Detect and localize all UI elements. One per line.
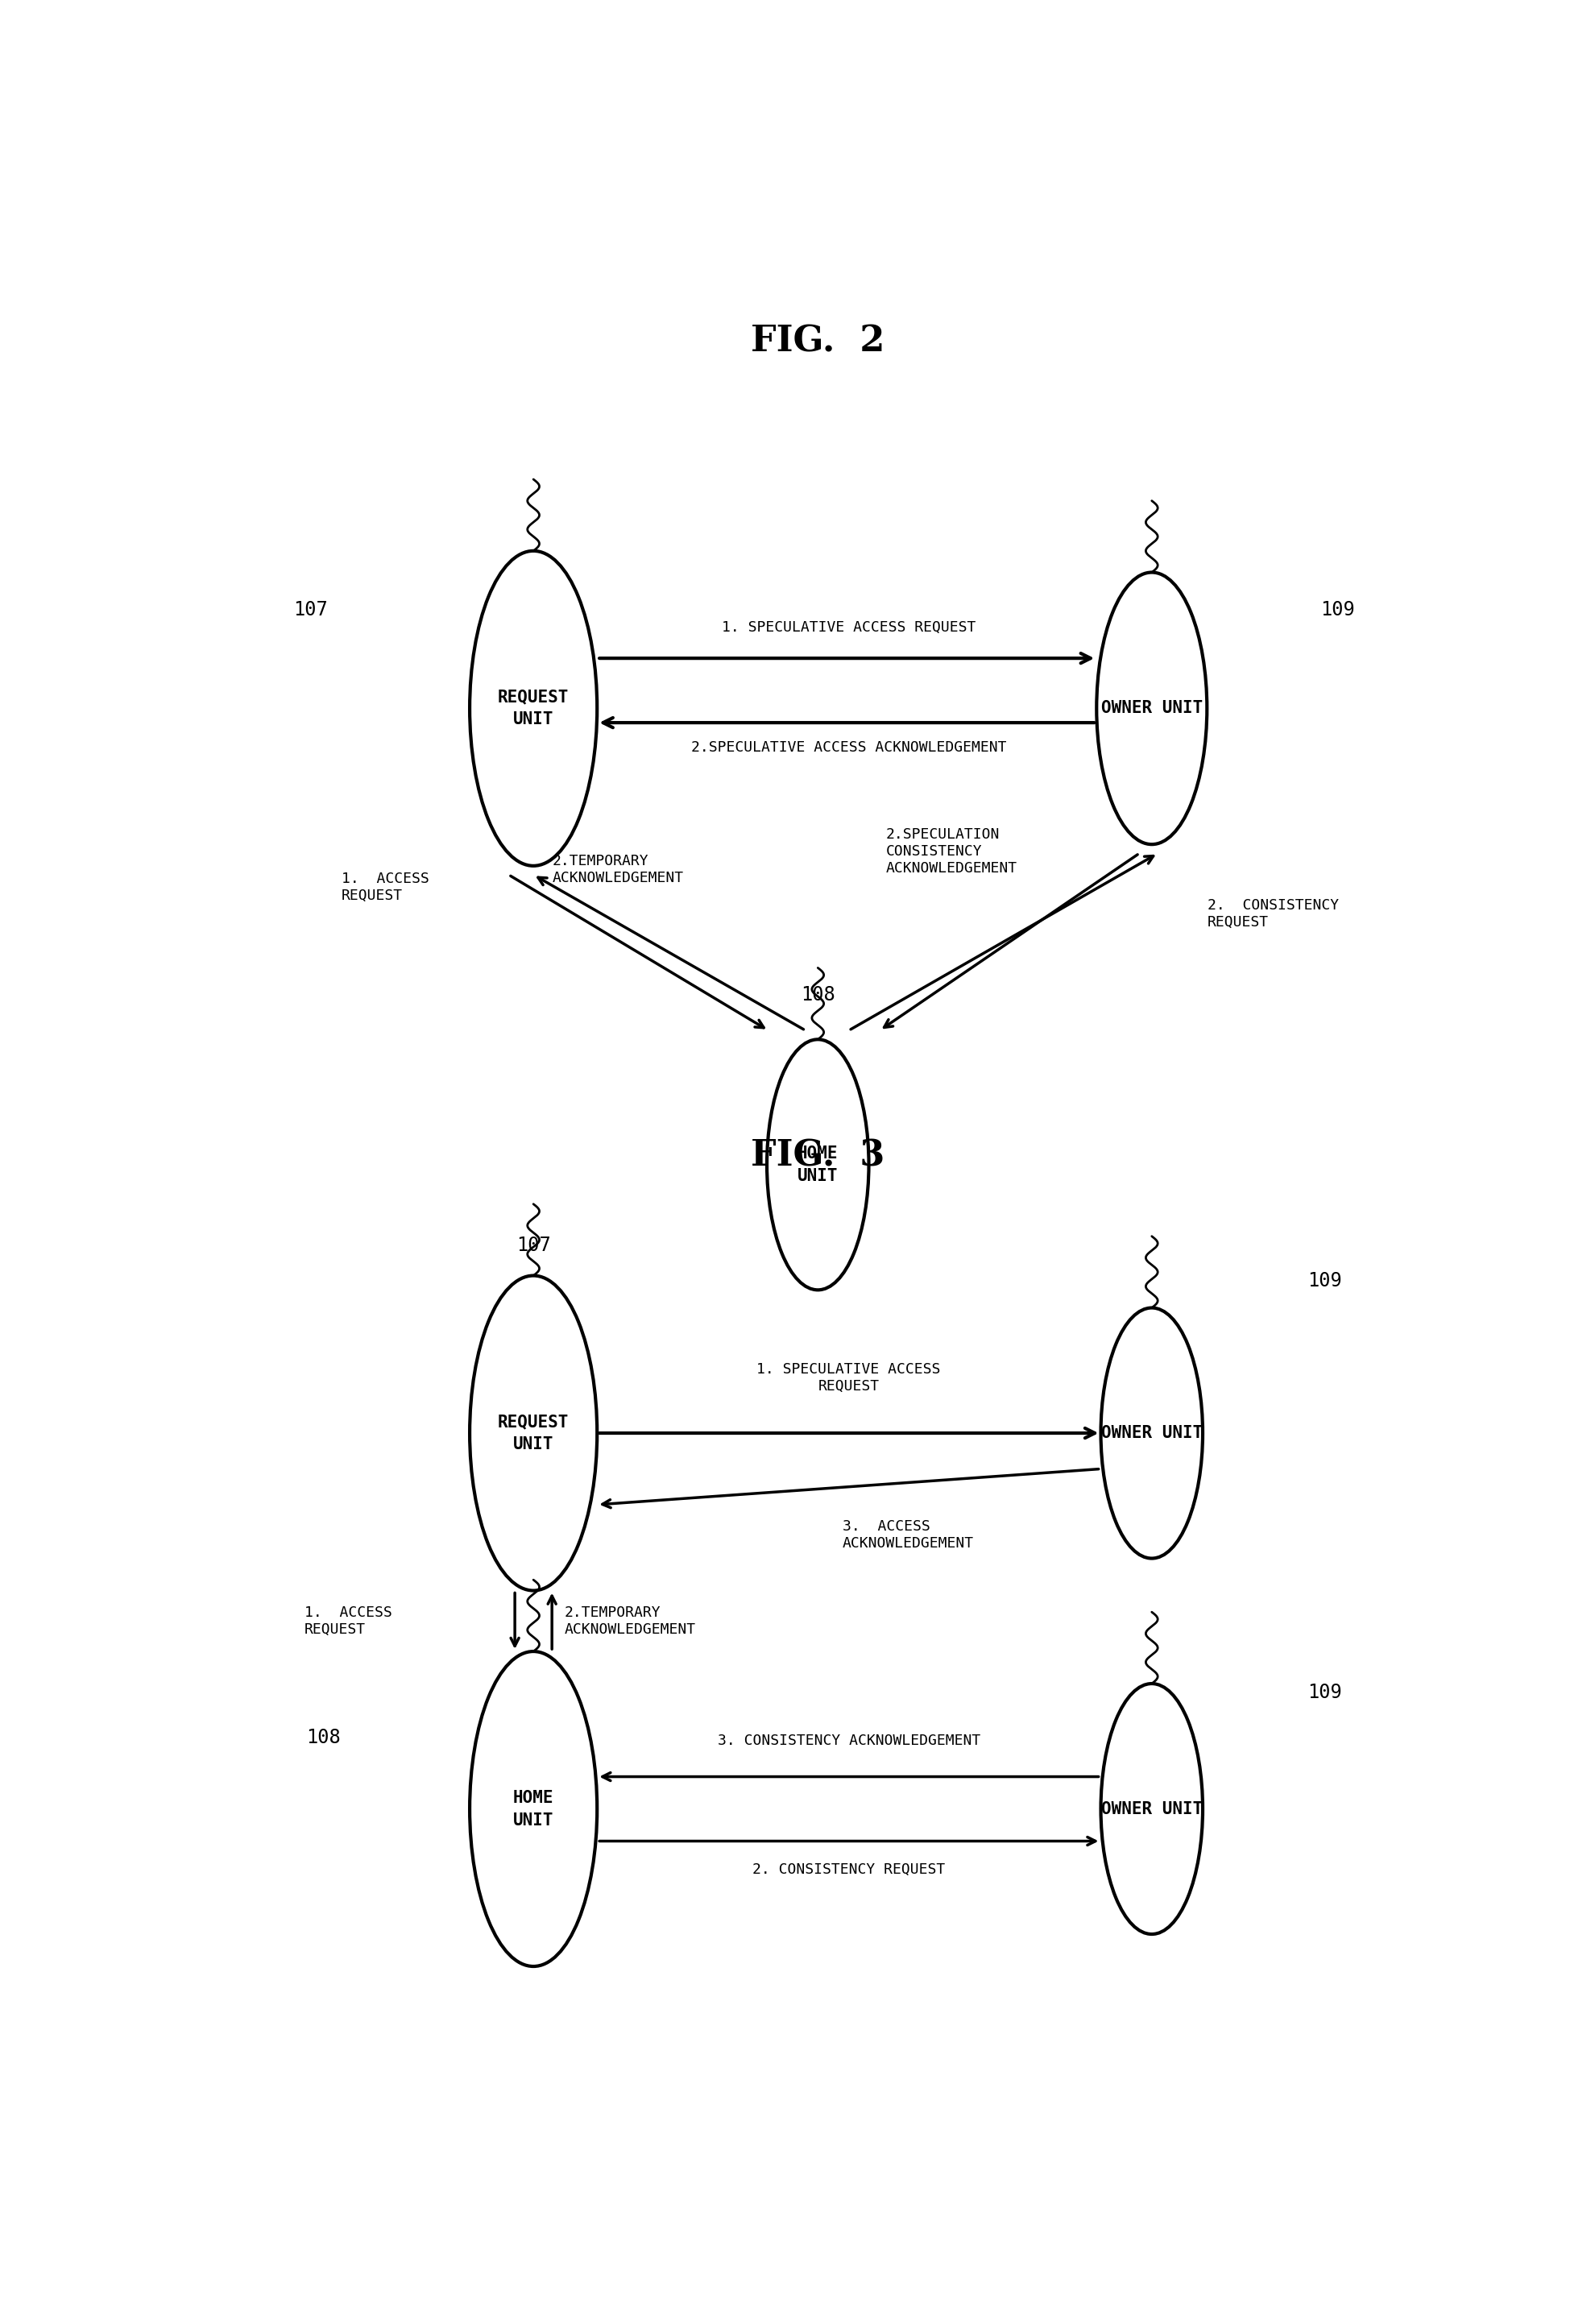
Text: 1.  ACCESS
REQUEST: 1. ACCESS REQUEST bbox=[305, 1606, 392, 1636]
Text: 109: 109 bbox=[1306, 1271, 1341, 1290]
Text: 109: 109 bbox=[1319, 600, 1354, 621]
Text: 108: 108 bbox=[306, 1727, 340, 1748]
Text: OWNER UNIT: OWNER UNIT bbox=[1101, 1425, 1203, 1441]
Text: 107: 107 bbox=[293, 600, 329, 621]
Text: HOME
UNIT: HOME UNIT bbox=[514, 1789, 553, 1829]
Text: REQUEST
UNIT: REQUEST UNIT bbox=[498, 688, 569, 727]
Text: 3. CONSISTENCY ACKNOWLEDGEMENT: 3. CONSISTENCY ACKNOWLEDGEMENT bbox=[718, 1734, 979, 1748]
Text: FIG.  2: FIG. 2 bbox=[751, 323, 884, 358]
Text: 109: 109 bbox=[1306, 1683, 1341, 1701]
Ellipse shape bbox=[767, 1039, 868, 1290]
Text: 2.SPECULATION
CONSISTENCY
ACKNOWLEDGEMENT: 2.SPECULATION CONSISTENCY ACKNOWLEDGEMEN… bbox=[885, 827, 1016, 876]
Text: FIG.  3: FIG. 3 bbox=[751, 1139, 884, 1174]
Text: HOME
UNIT: HOME UNIT bbox=[798, 1146, 837, 1183]
Text: REQUEST
UNIT: REQUEST UNIT bbox=[498, 1413, 569, 1452]
Ellipse shape bbox=[469, 1276, 597, 1590]
Text: 107: 107 bbox=[515, 1236, 550, 1255]
Text: OWNER UNIT: OWNER UNIT bbox=[1101, 700, 1203, 716]
Text: 1. SPECULATIVE ACCESS
REQUEST: 1. SPECULATIVE ACCESS REQUEST bbox=[756, 1362, 941, 1394]
Text: 108: 108 bbox=[801, 985, 834, 1004]
Ellipse shape bbox=[1101, 1683, 1203, 1934]
Ellipse shape bbox=[1101, 1308, 1203, 1559]
Ellipse shape bbox=[1096, 572, 1206, 844]
Text: 2. CONSISTENCY REQUEST: 2. CONSISTENCY REQUEST bbox=[751, 1862, 944, 1878]
Text: 2.TEMPORARY
ACKNOWLEDGEMENT: 2.TEMPORARY ACKNOWLEDGEMENT bbox=[552, 853, 683, 885]
Ellipse shape bbox=[469, 1652, 597, 1966]
Text: 2.  CONSISTENCY
REQUEST: 2. CONSISTENCY REQUEST bbox=[1207, 899, 1338, 930]
Text: 1.  ACCESS
REQUEST: 1. ACCESS REQUEST bbox=[341, 872, 429, 904]
Ellipse shape bbox=[469, 551, 597, 867]
Text: 2.TEMPORARY
ACKNOWLEDGEMENT: 2.TEMPORARY ACKNOWLEDGEMENT bbox=[565, 1606, 695, 1636]
Text: 3.  ACCESS
ACKNOWLEDGEMENT: 3. ACCESS ACKNOWLEDGEMENT bbox=[842, 1520, 973, 1550]
Text: OWNER UNIT: OWNER UNIT bbox=[1101, 1801, 1203, 1817]
Text: 2.SPECULATIVE ACCESS ACKNOWLEDGEMENT: 2.SPECULATIVE ACCESS ACKNOWLEDGEMENT bbox=[691, 741, 1006, 755]
Text: 1. SPECULATIVE ACCESS REQUEST: 1. SPECULATIVE ACCESS REQUEST bbox=[721, 621, 975, 634]
